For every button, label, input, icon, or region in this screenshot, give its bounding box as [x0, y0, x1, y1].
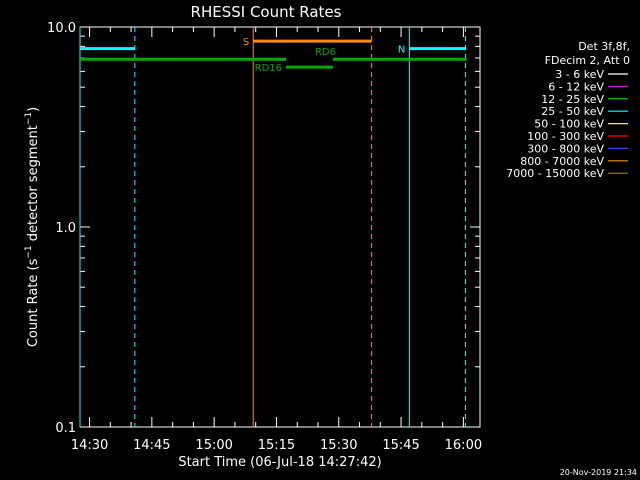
legend-label: 3 - 6 keV — [555, 68, 604, 81]
x-tick-label: 16:00 — [445, 438, 482, 453]
legend-label: 12 - 25 keV — [541, 93, 604, 106]
legend-label: 25 - 50 keV — [541, 105, 604, 118]
x-tick-label: 15:15 — [258, 438, 295, 453]
y-tick-label: 1.0 — [55, 221, 76, 236]
x-tick-labels: 14:30 14:45 15:00 15:15 15:30 15:45 16:00 — [71, 438, 482, 453]
interval-label: RD6 — [315, 47, 336, 58]
interval-bars: N S RD6 RD16 — [80, 37, 467, 74]
legend-label: 6 - 12 keV — [548, 80, 604, 93]
legend-label: 300 - 800 keV — [527, 142, 604, 155]
x-axis-label: Start Time (06-Jul-18 14:27:42) — [178, 455, 381, 470]
legend-label: 50 - 100 keV — [534, 118, 604, 131]
legend-label: 7000 - 15000 keV — [506, 167, 604, 180]
axis-ticks — [80, 27, 480, 428]
x-tick-label: 14:30 — [71, 438, 108, 453]
y-axis-label: Count Rate (s−1 detector segment−1) — [24, 107, 41, 347]
legend-label: 100 - 300 keV — [527, 130, 604, 143]
interval-label: S — [243, 37, 249, 48]
x-tick-label: 14:45 — [133, 438, 170, 453]
legend-header-line-1: Det 3f,8f, — [578, 40, 630, 53]
x-tick-label: 15:45 — [382, 438, 419, 453]
y-tick-label: 10.0 — [47, 21, 76, 36]
legend-label: 800 - 7000 keV — [520, 155, 604, 168]
boundary-lines — [79, 27, 466, 427]
y-tick-labels: 0.1 1.0 10.0 — [47, 21, 76, 436]
legend-header-line-2: FDecim 2, Att 0 — [545, 54, 630, 67]
interval-label: RD16 — [255, 63, 282, 74]
y-tick-label: 0.1 — [55, 421, 76, 436]
x-tick-label: 15:30 — [320, 438, 357, 453]
chart-title: RHESSI Count Rates — [191, 3, 342, 21]
interval-label: N — [398, 45, 405, 56]
x-tick-label: 15:00 — [195, 438, 232, 453]
footer-timestamp: 20-Nov-2019 21:34 — [560, 468, 637, 477]
